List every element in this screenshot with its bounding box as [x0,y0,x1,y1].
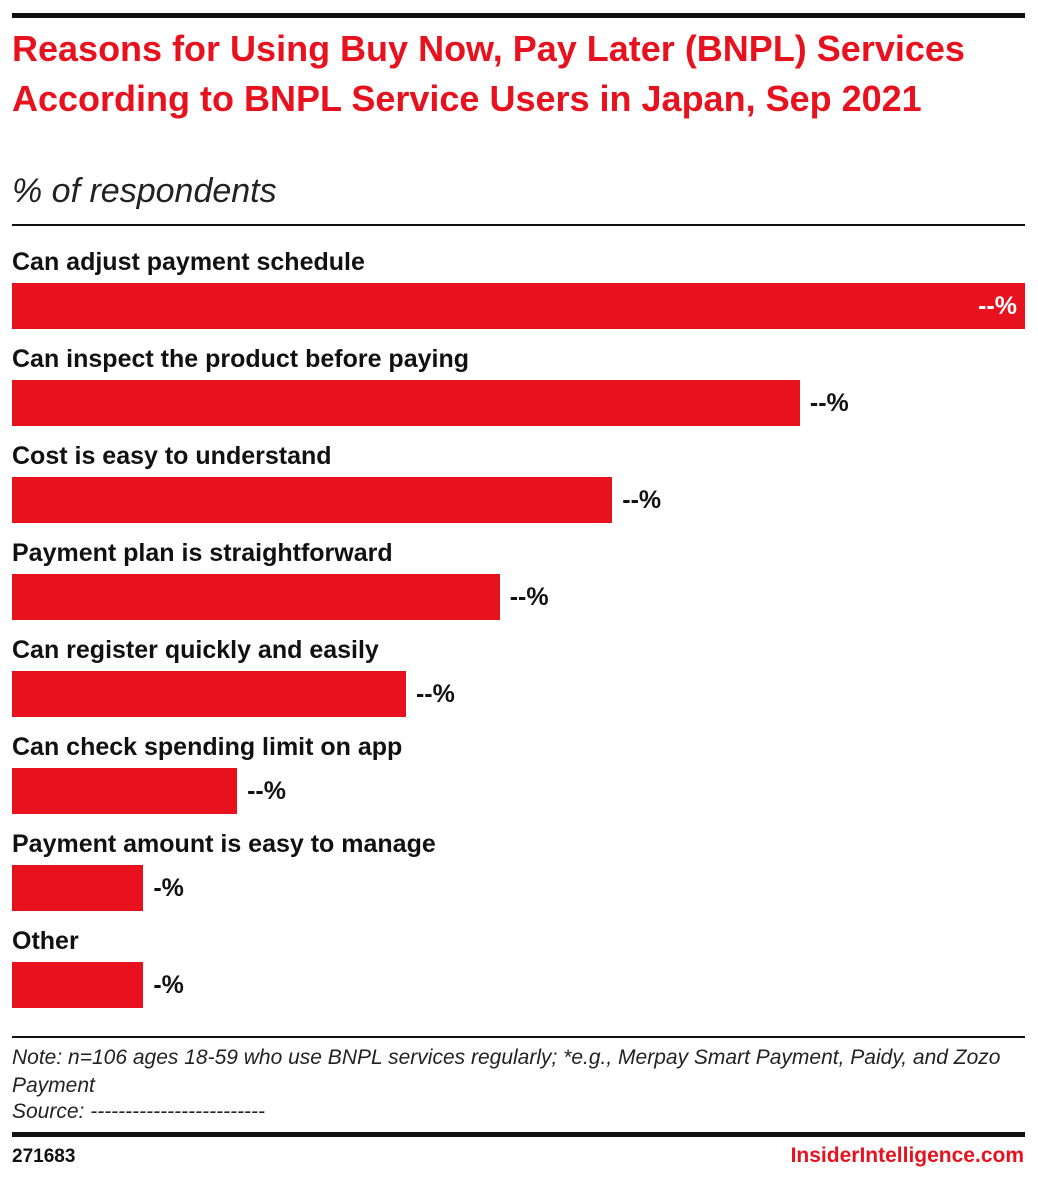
category-label: Other [12,927,79,955]
category-label: Payment plan is straightforward [12,539,393,567]
bottom-rule [12,1132,1025,1137]
note: Note: n=106 ages 18-59 who use BNPL serv… [12,1046,1001,1097]
category-label: Can inspect the product before paying [12,345,469,373]
value-label: --% [809,389,849,417]
chart-subtitle: % of respondents [12,172,277,210]
bar [12,768,238,814]
value-label: --% [509,583,549,611]
category-label: Payment amount is easy to manage [12,830,436,858]
bar [12,380,800,426]
category-label: Can adjust payment schedule [12,248,365,276]
value-label: --% [978,292,1017,320]
value-label: -% [153,874,184,902]
category-label: Cost is easy to understand [12,442,332,470]
value-label: --% [622,486,662,514]
value-label: --% [415,680,455,708]
bar [12,283,1025,329]
chart-title: Reasons for Using Buy Now, Pay Later (BN… [12,28,965,119]
bar [12,962,144,1008]
top-rule [12,13,1025,18]
bar [12,865,144,911]
category-label: Can register quickly and easily [12,636,379,664]
source: Source: ------------------------- [12,1100,266,1123]
bar [12,671,406,717]
category-label: Can check spending limit on app [12,733,403,761]
bar [12,574,500,620]
footer-rule [12,1036,1025,1038]
value-label: --% [247,777,286,805]
value-label: -% [153,971,184,999]
header-rule [12,224,1025,226]
brand: InsiderIntelligence.com [790,1144,1024,1167]
bar [12,477,613,523]
chart-id: 271683 [12,1146,76,1167]
